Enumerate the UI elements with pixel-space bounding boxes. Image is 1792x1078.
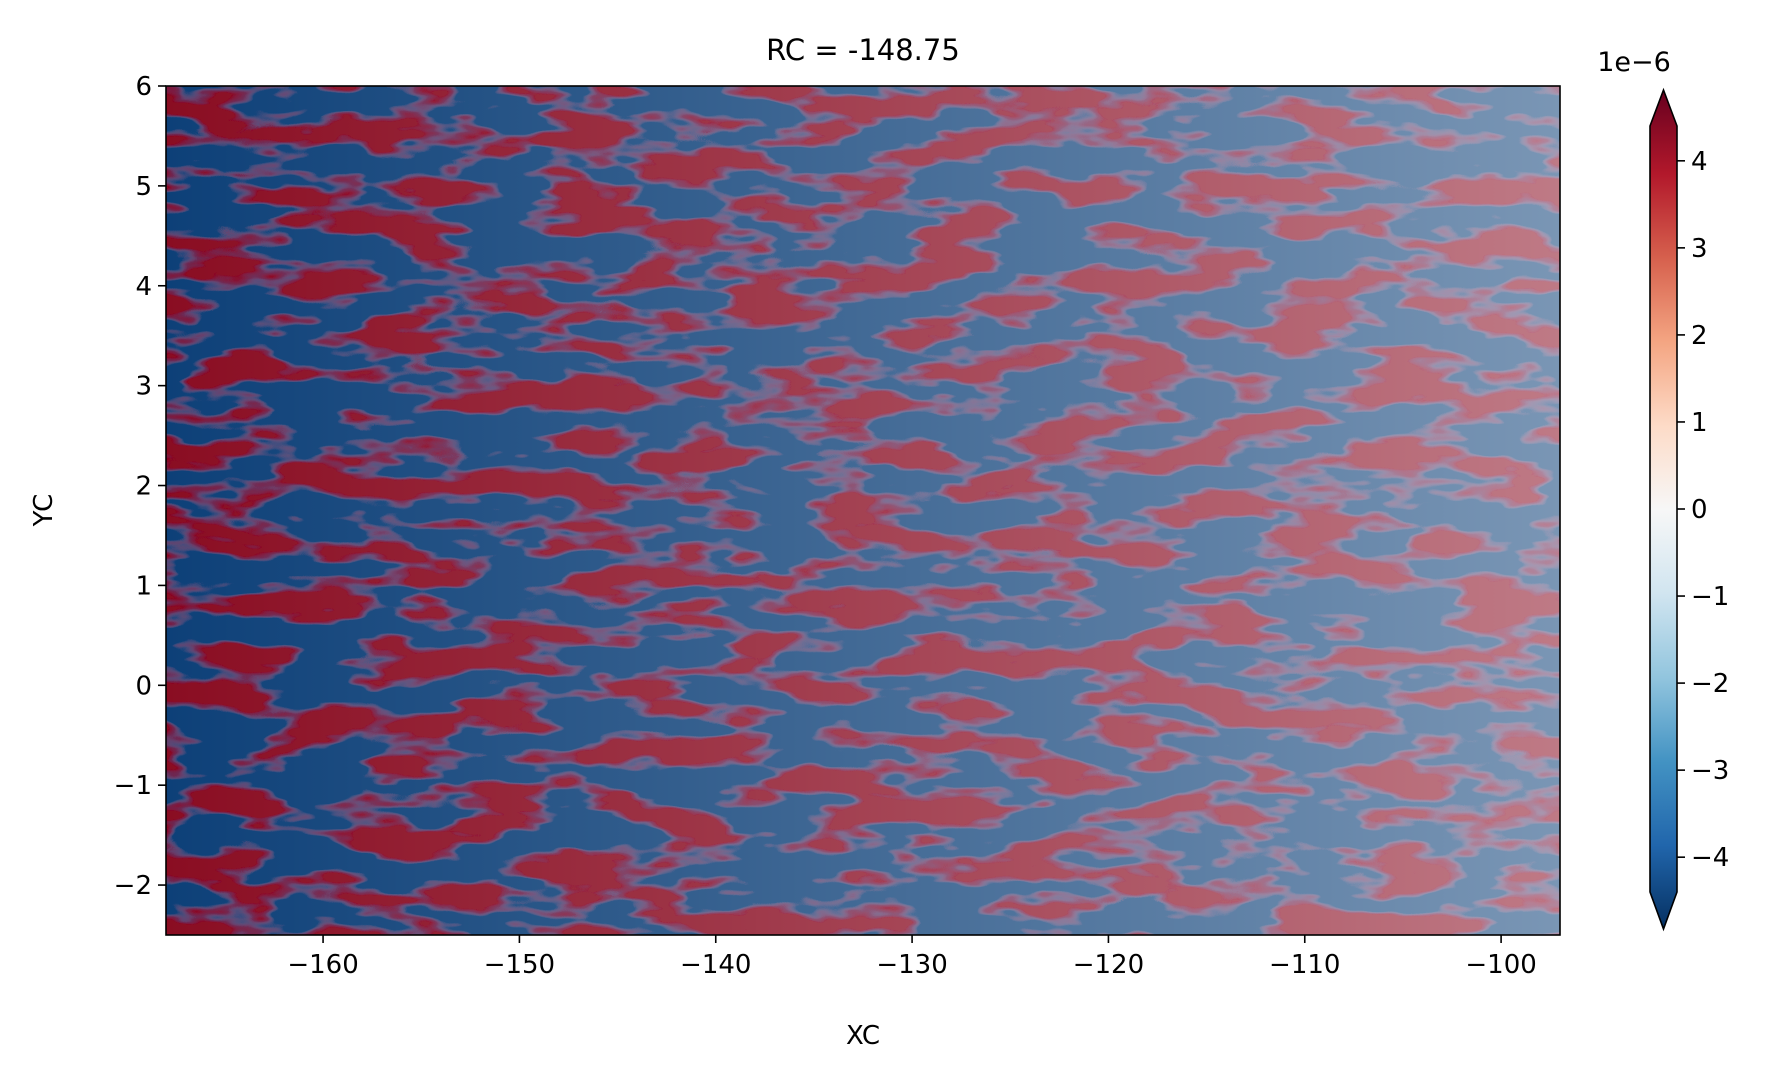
- axes-frame: [165, 85, 1561, 936]
- x-axis-label: XC: [846, 1021, 880, 1051]
- y-tick-label: 1: [135, 571, 152, 601]
- colorbar-offset-label: 1e−6: [1597, 47, 1671, 78]
- colorbar-ticks: −4 −3 −2 −1 0 1 2 3 4: [1677, 147, 1729, 873]
- colorbar-tick-label: 1: [1691, 408, 1708, 438]
- y-tick-label: 4: [135, 272, 152, 302]
- y-tick-label: −1: [114, 771, 152, 801]
- x-tick-label: −120: [1073, 950, 1144, 980]
- chart-title: RC = -148.75: [766, 33, 960, 67]
- y-axis-ticks: −2 −1 0 1 2 3 4 5 6: [114, 72, 166, 901]
- colorbar-tick-label: 2: [1691, 321, 1708, 351]
- x-tick-label: −150: [484, 950, 555, 980]
- y-tick-label: 2: [135, 472, 152, 502]
- colorbar-tick-label: 0: [1691, 495, 1708, 525]
- colorbar: −4 −3 −2 −1 0 1 2 3 4 1e−6: [1597, 47, 1729, 932]
- colorbar-body: [1649, 87, 1678, 932]
- colorbar-tick-label: −3: [1691, 756, 1729, 786]
- y-axis-label: YC: [29, 494, 59, 528]
- colorbar-tick-label: 4: [1691, 147, 1708, 177]
- y-tick-label: 6: [135, 72, 152, 102]
- x-tick-label: −160: [287, 950, 358, 980]
- x-tick-label: −110: [1269, 950, 1340, 980]
- x-axis-ticks: −160 −150 −140 −130 −120 −110 −100: [287, 935, 1537, 980]
- x-tick-label: −100: [1465, 950, 1536, 980]
- colorbar-tick-label: −1: [1691, 582, 1729, 612]
- y-tick-label: −2: [114, 871, 152, 901]
- y-tick-label: 5: [135, 172, 152, 202]
- x-tick-label: −140: [680, 950, 751, 980]
- colorbar-tick-label: −2: [1691, 669, 1729, 699]
- colorbar-tick-label: −4: [1691, 843, 1729, 873]
- colorbar-tick-label: 3: [1691, 234, 1708, 264]
- y-tick-label: 0: [135, 671, 152, 701]
- heatmap-fade: [166, 86, 1560, 935]
- plot-area: [165, 85, 1561, 936]
- x-tick-label: −130: [876, 950, 947, 980]
- y-tick-label: 3: [135, 372, 152, 402]
